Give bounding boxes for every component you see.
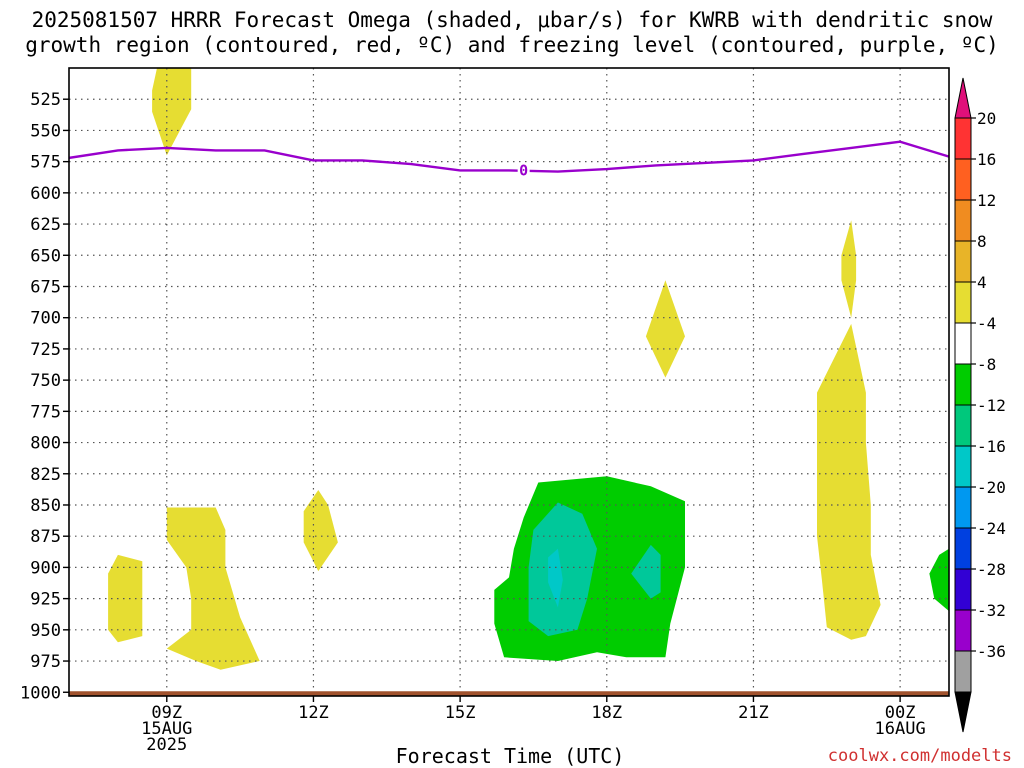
- x-tick-date: 15AUG: [141, 719, 192, 739]
- freezing-level-label-bg: [517, 162, 530, 179]
- omega-region-3: [303, 490, 338, 572]
- colorbar-swatch: [954, 527, 972, 570]
- plot-frame: [68, 67, 950, 697]
- omega-region-11: [929, 548, 949, 612]
- x-tick-label: 15Z: [445, 703, 476, 723]
- colorbar-label: 12: [977, 191, 996, 210]
- colorbar-label: -20: [977, 478, 1006, 497]
- surface-layer: [69, 691, 949, 696]
- colorbar-label: 20: [977, 109, 996, 128]
- colorbar-swatch: [954, 240, 972, 283]
- colorbar-swatch: [954, 199, 972, 242]
- freezing-level-contour: 0: [69, 140, 949, 179]
- chart-title-line2: growth region (contoured, red, ºC) and f…: [25, 33, 999, 57]
- colorbar-label: 4: [977, 273, 987, 292]
- y-tick-label: 775: [30, 402, 61, 422]
- omega-region-0: [152, 68, 192, 156]
- colorbar-swatch: [954, 363, 972, 406]
- colorbar-label: -24: [977, 519, 1006, 538]
- y-tick-label: 625: [30, 215, 61, 235]
- colorbar-label: -36: [977, 642, 1006, 661]
- y-tick-label: 525: [30, 90, 61, 110]
- y-tick-label: 825: [30, 465, 61, 485]
- y-tick-label: 650: [30, 246, 61, 266]
- colorbar-bottom-arrow: [954, 691, 972, 733]
- y-tick-label: 950: [30, 621, 61, 641]
- colorbar-swatch: [954, 568, 972, 611]
- x-tick-label: 18Z: [591, 703, 622, 723]
- y-tick-label: 975: [30, 652, 61, 672]
- colorbar-swatch: [954, 650, 972, 693]
- y-tick-label: 800: [30, 434, 61, 454]
- colorbar-swatch: [954, 486, 972, 529]
- y-tick-label: 700: [30, 309, 61, 329]
- colorbar-label: 8: [977, 232, 987, 251]
- omega-region-2: [166, 507, 260, 670]
- colorbar-swatch: [954, 158, 972, 201]
- y-tick-label: 575: [30, 153, 61, 173]
- x-axis-label: Forecast Time (UTC): [395, 744, 625, 768]
- colorbar-label: -8: [977, 355, 996, 374]
- x-tick-year: 2025: [146, 735, 187, 755]
- colorbar-label: -28: [977, 560, 1006, 579]
- colorbar-swatch: [954, 322, 972, 365]
- colorbar-label: -12: [977, 396, 1006, 415]
- colorbar-swatch: [954, 281, 972, 324]
- omega-region-9: [631, 544, 661, 599]
- chart-title-line1: 2025081507 HRRR Forecast Omega (shaded, …: [31, 8, 993, 32]
- colorbar: 20 16 12 8 4 -4 -8 -12 -16 -20 -24 -28 -32 -36: [954, 77, 1006, 733]
- colorbar-label: -32: [977, 601, 1006, 620]
- y-tick-label: 1000: [20, 683, 61, 703]
- colorbar-swatch: [954, 404, 972, 447]
- omega-regions: [108, 68, 949, 670]
- y-tick-label: 925: [30, 590, 61, 610]
- y-axis-ticks: 525 550 575 600 625 650 675 700 725 750 775 800 825 8…: [20, 90, 69, 703]
- x-tick-label: 21Z: [738, 703, 769, 723]
- surface-band: [69, 691, 949, 696]
- omega-region-5: [841, 220, 857, 318]
- omega-region-1: [108, 554, 143, 643]
- colorbar-label: -4: [977, 314, 996, 333]
- colorbar-swatch: [954, 609, 972, 652]
- y-tick-label: 900: [30, 558, 61, 578]
- x-tick-label: 00Z: [885, 703, 916, 723]
- credit-link[interactable]: coolwx.com/modelts: [827, 746, 1012, 766]
- omega-region-10: [548, 548, 563, 608]
- x-tick-label: 09Z: [151, 703, 182, 723]
- y-tick-label: 750: [30, 371, 61, 391]
- colorbar-label: -16: [977, 437, 1006, 456]
- omega-region-4: [645, 280, 685, 378]
- colorbar-top-arrow: [954, 77, 972, 119]
- y-tick-label: 875: [30, 527, 61, 547]
- colorbar-swatch: [954, 117, 972, 160]
- chart-title: 2025081507 HRRR Forecast Omega (shaded, …: [0, 8, 1024, 58]
- omega-region-6: [817, 323, 881, 640]
- y-tick-label: 600: [30, 184, 61, 204]
- y-tick-label: 725: [30, 340, 61, 360]
- y-tick-label: 550: [30, 121, 61, 141]
- colorbar-label: 16: [977, 150, 996, 169]
- x-tick-date: 16AUG: [875, 719, 926, 739]
- x-tick-label: 12Z: [298, 703, 329, 723]
- freezing-level-line: [69, 140, 949, 173]
- y-tick-label: 850: [30, 496, 61, 516]
- y-tick-label: 675: [30, 277, 61, 297]
- freezing-level-label: 0: [519, 161, 528, 179]
- colorbar-swatch: [954, 445, 972, 488]
